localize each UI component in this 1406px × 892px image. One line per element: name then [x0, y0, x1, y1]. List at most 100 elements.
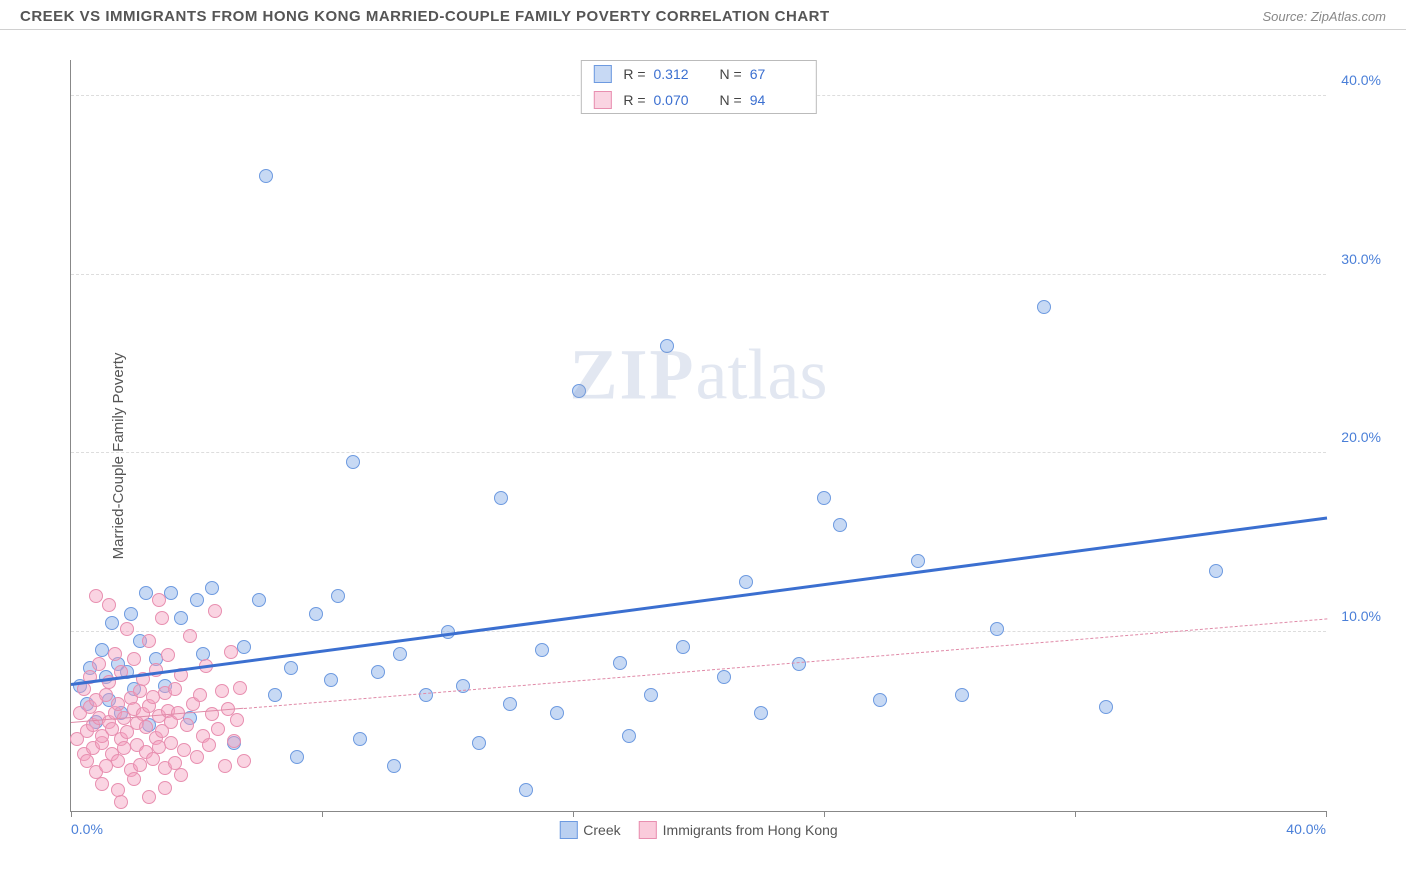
legend-n-label: N = — [720, 66, 742, 82]
data-point — [95, 777, 109, 791]
legend-swatch — [639, 821, 657, 839]
data-point — [233, 681, 247, 695]
data-point — [183, 629, 197, 643]
trend-line — [244, 619, 1327, 710]
data-point — [955, 688, 969, 702]
data-point — [174, 768, 188, 782]
data-point — [387, 759, 401, 773]
legend-n-label: N = — [720, 92, 742, 108]
legend-swatch — [593, 91, 611, 109]
data-point — [290, 750, 304, 764]
data-point — [324, 673, 338, 687]
data-point — [833, 518, 847, 532]
data-point — [174, 611, 188, 625]
x-tick — [573, 811, 574, 817]
data-point — [613, 656, 627, 670]
data-point — [168, 682, 182, 696]
legend-row: R = 0.070 N = 94 — [581, 87, 815, 113]
data-point — [237, 754, 251, 768]
x-tick — [71, 811, 72, 817]
data-point — [503, 697, 517, 711]
data-point — [911, 554, 925, 568]
data-point — [792, 657, 806, 671]
data-point — [193, 688, 207, 702]
x-tick-label: 0.0% — [71, 821, 103, 837]
data-point — [120, 622, 134, 636]
data-point — [158, 781, 172, 795]
data-point — [331, 589, 345, 603]
data-point — [268, 688, 282, 702]
data-point — [419, 688, 433, 702]
chart-header: CREEK VS IMMIGRANTS FROM HONG KONG MARRI… — [0, 0, 1406, 30]
y-tick-label: 10.0% — [1341, 608, 1381, 624]
legend-item: Creek — [559, 821, 620, 839]
data-point — [227, 734, 241, 748]
gridline — [71, 452, 1326, 453]
data-point — [224, 645, 238, 659]
x-tick — [824, 811, 825, 817]
y-tick-label: 20.0% — [1341, 429, 1381, 445]
legend-n-value: 94 — [750, 92, 794, 108]
data-point — [346, 455, 360, 469]
data-point — [660, 339, 674, 353]
data-point — [190, 750, 204, 764]
data-point — [161, 648, 175, 662]
legend-label: Immigrants from Hong Kong — [663, 822, 838, 838]
data-point — [1209, 564, 1223, 578]
plot-area: ZIPatlas R =0.312N =67R =0.070N =94 Cree… — [70, 60, 1326, 812]
data-point — [284, 661, 298, 675]
data-point — [259, 169, 273, 183]
data-point — [739, 575, 753, 589]
data-point — [152, 593, 166, 607]
x-tick — [1326, 811, 1327, 817]
data-point — [371, 665, 385, 679]
data-point — [102, 598, 116, 612]
data-point — [990, 622, 1004, 636]
data-point — [1099, 700, 1113, 714]
data-point — [873, 693, 887, 707]
data-point — [190, 593, 204, 607]
data-point — [215, 684, 229, 698]
data-point — [202, 738, 216, 752]
x-tick — [1075, 811, 1076, 817]
data-point — [252, 593, 266, 607]
y-tick-label: 40.0% — [1341, 72, 1381, 88]
x-tick — [322, 811, 323, 817]
data-point — [92, 657, 106, 671]
legend-swatch — [559, 821, 577, 839]
data-point — [146, 752, 160, 766]
data-point — [237, 640, 251, 654]
data-point — [114, 795, 128, 809]
data-point — [230, 713, 244, 727]
data-point — [622, 729, 636, 743]
data-point — [572, 384, 586, 398]
gridline — [71, 274, 1326, 275]
data-point — [142, 634, 156, 648]
data-point — [644, 688, 658, 702]
data-point — [1037, 300, 1051, 314]
x-tick-label: 40.0% — [1286, 821, 1326, 837]
data-point — [535, 643, 549, 657]
data-point — [676, 640, 690, 654]
data-point — [211, 722, 225, 736]
legend-r-value: 0.312 — [654, 66, 698, 82]
data-point — [309, 607, 323, 621]
chart-title: CREEK VS IMMIGRANTS FROM HONG KONG MARRI… — [20, 8, 830, 25]
legend-n-value: 67 — [750, 66, 794, 82]
data-point — [817, 491, 831, 505]
data-point — [99, 688, 113, 702]
legend-r-value: 0.070 — [654, 92, 698, 108]
legend-swatch — [593, 65, 611, 83]
data-point — [127, 772, 141, 786]
legend-r-label: R = — [623, 92, 645, 108]
legend-r-label: R = — [623, 66, 645, 82]
data-point — [124, 607, 138, 621]
data-point — [472, 736, 486, 750]
legend-label: Creek — [583, 822, 620, 838]
data-point — [754, 706, 768, 720]
data-point — [519, 783, 533, 797]
data-point — [142, 790, 156, 804]
watermark: ZIPatlas — [570, 334, 828, 417]
data-point — [164, 586, 178, 600]
data-point — [550, 706, 564, 720]
